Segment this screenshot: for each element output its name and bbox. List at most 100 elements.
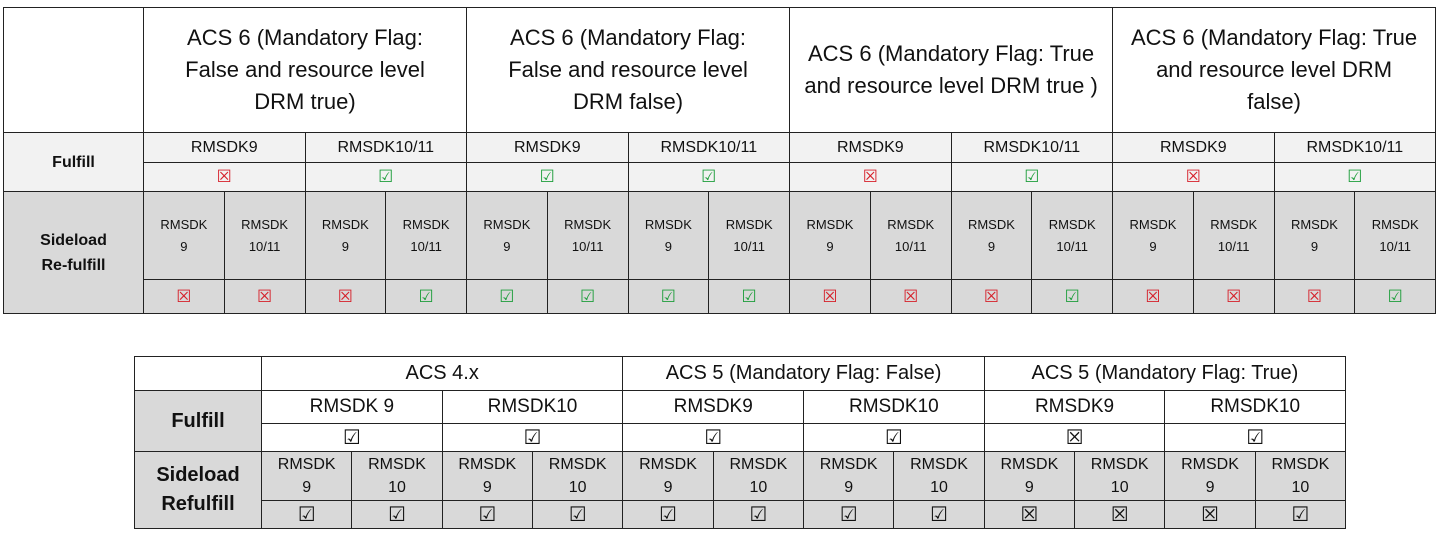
status-mark: ☑ (950, 162, 1114, 192)
row-label: Fulfill (3, 132, 144, 192)
version-label: RMSDK9 (983, 390, 1166, 424)
status-mark: ☒ (143, 279, 225, 314)
corner-cell (3, 7, 144, 133)
version-label: RMSDK9 (789, 132, 952, 163)
status-mark: ☑ (441, 500, 533, 529)
status-mark: ☑ (712, 500, 805, 529)
version-label: RMSDK10/11 (1273, 132, 1437, 163)
status-mark: ☑ (1164, 423, 1347, 452)
status-mark: ☑ (1273, 162, 1437, 192)
version-label: RMSDK10 (803, 390, 985, 424)
version-label: RMSDK10/11 (950, 132, 1114, 163)
status-mark: ☒ (223, 279, 306, 314)
row-label: Sideload Refulfill (134, 451, 262, 529)
status-mark: ☑ (1254, 500, 1347, 529)
version-label: RMSDK 9 (1164, 451, 1256, 501)
status-mark: ☑ (1354, 279, 1437, 314)
status-mark: ☑ (466, 279, 548, 314)
version-label: RMSDK 9 (789, 191, 871, 280)
version-label: RMSDK 9 (1273, 191, 1356, 280)
status-mark: ☒ (789, 279, 871, 314)
status-mark: ☑ (466, 162, 629, 192)
status-mark: ☒ (983, 423, 1166, 452)
column-header: ACS 6 (Mandatory Flag: True and resource… (789, 7, 1114, 133)
version-label: RMSDK 10/11 (223, 191, 306, 280)
version-label: RMSDK 9 (441, 451, 533, 501)
acs45-table: ACS 4.x ACS 5 (Mandatory Flag: False) ACS … (134, 356, 1347, 529)
column-header: ACS 5 (Mandatory Flag: True) (983, 356, 1347, 391)
status-mark: ☑ (531, 500, 624, 529)
version-label: RMSDK 9 (803, 451, 895, 501)
status-mark: ☑ (261, 423, 443, 452)
column-header: ACS 5 (Mandatory Flag: False) (622, 356, 985, 391)
version-label: RMSDK 10/11 (385, 191, 468, 280)
status-mark: ☒ (869, 279, 952, 314)
status-mark: ☑ (1031, 279, 1114, 314)
version-label: RMSDK 10/11 (1031, 191, 1114, 280)
version-label: RMSDK 10 (531, 451, 624, 501)
row-label: Sideload Re-fulfill (3, 191, 144, 314)
version-label: RMSDK 10 (1254, 451, 1347, 501)
version-label: RMSDK 9 (950, 191, 1033, 280)
version-label: RMSDK 10 (351, 451, 443, 501)
status-mark: ☑ (351, 500, 443, 529)
status-mark: ☑ (304, 162, 468, 192)
status-mark: ☑ (893, 500, 985, 529)
status-mark: ☒ (1112, 279, 1194, 314)
version-label: RMSDK 9 (466, 191, 548, 280)
version-label: RMSDK10 (441, 390, 624, 424)
version-label: RMSDK 10 (712, 451, 805, 501)
column-header: ACS 6 (Mandatory Flag: False and resourc… (142, 7, 468, 133)
corner-cell (134, 356, 262, 391)
acs6-table: ACS 6 (Mandatory Flag: False and resourc… (3, 7, 1437, 314)
version-label: RMSDK 9 (260, 451, 353, 501)
status-mark: ☒ (789, 162, 952, 192)
version-label: RMSDK 10/11 (1354, 191, 1437, 280)
version-label: RMSDK 10/11 (1192, 191, 1275, 280)
row-label: Fulfill (134, 390, 262, 452)
status-mark: ☒ (1273, 279, 1356, 314)
status-mark: ☒ (304, 279, 387, 314)
column-header: ACS 6 (Mandatory Flag: True and resource… (1112, 7, 1437, 133)
status-mark: ☑ (627, 162, 791, 192)
version-label: RMSDK9 (622, 390, 805, 424)
status-mark: ☒ (983, 500, 1076, 529)
version-label: RMSDK9 (1112, 132, 1275, 163)
status-mark: ☑ (627, 279, 710, 314)
version-label: RMSDK9 (466, 132, 629, 163)
column-header: ACS 4.x (260, 356, 624, 391)
status-mark: ☑ (260, 500, 353, 529)
status-mark: ☒ (1192, 279, 1275, 314)
status-mark: ☑ (708, 279, 791, 314)
version-label: RMSDK 9 (304, 191, 387, 280)
status-mark: ☒ (1074, 500, 1166, 529)
version-label: RMSDK 9 (1112, 191, 1194, 280)
version-label: RMSDK10/11 (627, 132, 791, 163)
status-mark: ☒ (1164, 500, 1256, 529)
version-label: RMSDK 9 (622, 451, 714, 501)
version-label: RMSDK 9 (143, 191, 225, 280)
version-label: RMSDK 9 (983, 451, 1076, 501)
version-label: RMSDK 9 (627, 191, 710, 280)
status-mark: ☑ (622, 423, 805, 452)
version-label: RMSDK10 (1164, 390, 1347, 424)
version-label: RMSDK 10/11 (708, 191, 791, 280)
status-mark: ☒ (1112, 162, 1275, 192)
status-mark: ☑ (622, 500, 714, 529)
version-label: RMSDK 10 (1074, 451, 1166, 501)
status-mark: ☒ (143, 162, 306, 192)
status-mark: ☑ (441, 423, 624, 452)
status-mark: ☑ (546, 279, 629, 314)
status-mark: ☑ (385, 279, 468, 314)
version-label: RMSDK10/11 (304, 132, 468, 163)
version-label: RMSDK 10 (893, 451, 985, 501)
version-label: RMSDK 10/11 (546, 191, 629, 280)
version-label: RMSDK9 (143, 132, 306, 163)
version-label: RMSDK 10/11 (869, 191, 952, 280)
status-mark: ☑ (803, 423, 985, 452)
column-header: ACS 6 (Mandatory Flag: False and resourc… (466, 7, 791, 133)
status-mark: ☒ (950, 279, 1033, 314)
status-mark: ☑ (803, 500, 895, 529)
version-label: RMSDK 9 (261, 390, 443, 424)
